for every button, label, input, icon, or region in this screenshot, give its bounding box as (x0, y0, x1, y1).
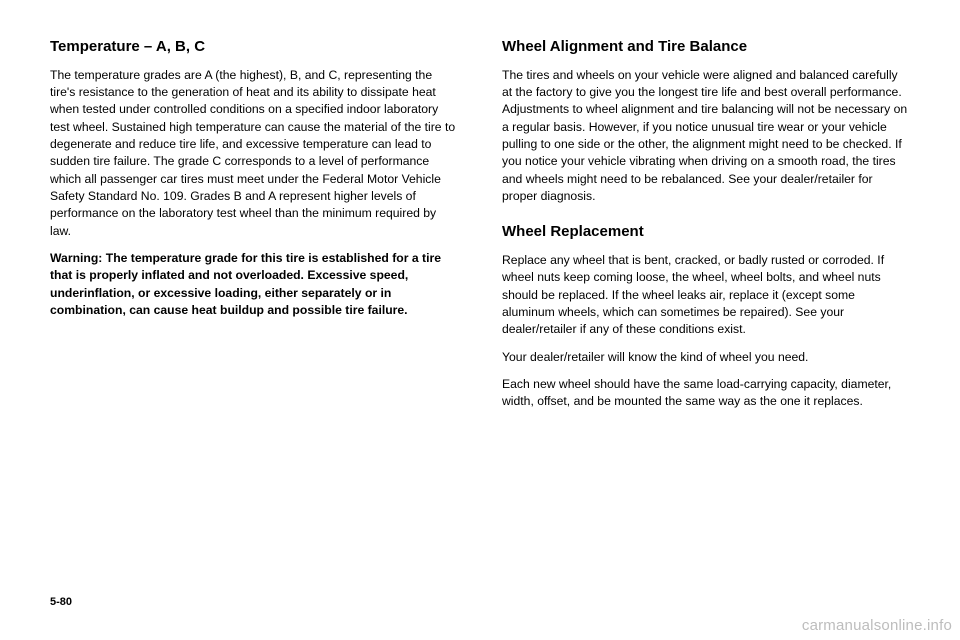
wheel-replacement-p3: Each new wheel should have the same load… (502, 376, 910, 411)
warning-label: Warning: (50, 251, 106, 265)
page-number: 5-80 (50, 596, 72, 608)
page-content: Temperature – A, B, C The temperature gr… (0, 0, 960, 421)
warning-text: The temperature grade for this tire is e… (50, 251, 441, 317)
right-column: Wheel Alignment and Tire Balance The tir… (502, 38, 910, 421)
wheel-alignment-heading: Wheel Alignment and Tire Balance (502, 38, 910, 57)
wheel-alignment-body: The tires and wheels on your vehicle wer… (502, 67, 910, 206)
wheel-replacement-p1: Replace any wheel that is bent, cracked,… (502, 252, 910, 339)
temperature-body: The temperature grades are A (the highes… (50, 67, 458, 240)
left-column: Temperature – A, B, C The temperature gr… (50, 38, 458, 421)
temperature-heading: Temperature – A, B, C (50, 38, 458, 57)
temperature-warning: Warning: The temperature grade for this … (50, 250, 458, 319)
wheel-replacement-p2: Your dealer/retailer will know the kind … (502, 349, 910, 366)
watermark: carmanualsonline.info (802, 617, 952, 634)
wheel-replacement-heading: Wheel Replacement (502, 223, 910, 242)
